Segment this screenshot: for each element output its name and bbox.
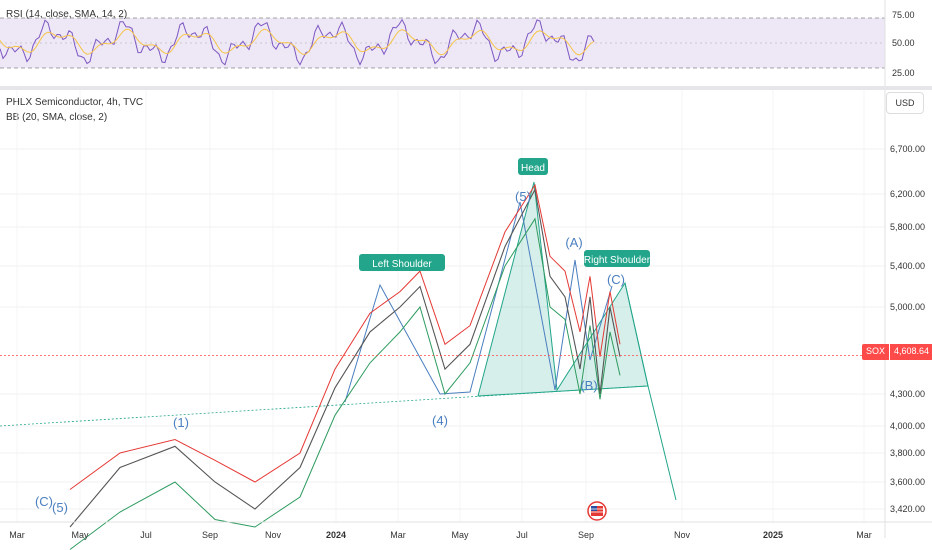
currency-button[interactable]: USD <box>886 92 924 114</box>
time-axis[interactable]: Mar May Jul Sep Nov 2024 Mar May Jul Sep Nov 2025 Ma… <box>0 521 932 540</box>
rsi-band-fill <box>0 18 885 68</box>
time-tick-label: May <box>451 530 469 540</box>
time-tick-label: Sep <box>202 530 218 540</box>
time-tick-label: Mar <box>9 530 25 540</box>
chart-title: PHLX Semiconductor, 4h, TVC <box>6 97 144 108</box>
wave-label: (C) <box>35 494 53 509</box>
time-tick-label: Sep <box>578 530 594 540</box>
last-price-tag: SOX 4,608.64 <box>862 344 932 360</box>
neckline <box>0 385 646 427</box>
rsi-legend[interactable]: RSI (14, close, SMA, 14, 2) <box>6 9 128 20</box>
pattern-label: Right Shoulder <box>584 255 651 266</box>
time-tick-label: Mar <box>856 530 872 540</box>
last-price-value: 4,608.64 <box>889 344 932 360</box>
time-tick-label: 2024 <box>326 530 346 540</box>
time-tick-label: Nov <box>265 530 282 540</box>
event-flag-icon[interactable] <box>587 501 607 521</box>
elliott-wave-path <box>344 201 613 403</box>
pattern-label-box <box>584 250 650 267</box>
price-tick-label: 3,420.00 <box>890 504 925 514</box>
wave-label: (4) <box>432 413 448 428</box>
price-pane: (C) (5)(1) (4)(5)(A)(B)(C)Left ShoulderHea… <box>0 90 932 550</box>
time-tick-label: Jul <box>516 530 528 540</box>
target-projection-line <box>624 282 677 501</box>
wave-label: (5) <box>52 500 68 515</box>
wave-label: (5) <box>515 189 531 204</box>
price-tick-label: 6,700.00 <box>890 144 925 154</box>
pane-separator[interactable] <box>0 86 932 90</box>
price-tick-label: 5,000.00 <box>890 302 925 312</box>
annotation-labels: (C) (5)(1) (4)(5)(A)(B)(C)Left ShoulderHea… <box>35 158 651 515</box>
rsi-tick-50: 50.00 <box>892 38 915 48</box>
wave-label: (B) <box>580 378 597 393</box>
price-tick-label: 3,600.00 <box>890 477 925 487</box>
wave-label: (A) <box>565 235 582 250</box>
price-tick-label: 5,800.00 <box>890 222 925 232</box>
pattern-label-box <box>359 254 445 271</box>
price-tick-label: 4,000.00 <box>890 421 925 431</box>
bb-upper-band <box>69 183 621 490</box>
price-tick-label: 3,800.00 <box>890 448 925 458</box>
pattern-label: Head <box>521 163 545 174</box>
rsi-sma-line <box>0 28 595 56</box>
grid <box>0 90 885 522</box>
bb-legend[interactable]: BB (20, SMA, close, 2) <box>6 112 108 123</box>
price-tick-label: 6,200.00 <box>890 189 925 199</box>
time-tick-label: Mar <box>390 530 406 540</box>
price-tick-label: 5,400.00 <box>890 261 925 271</box>
rsi-tick-25: 25.00 <box>892 68 915 78</box>
wave-label: (1) <box>173 415 189 430</box>
pattern-label-box <box>518 158 548 175</box>
pattern-label: Left Shoulder <box>372 259 432 270</box>
last-price-symbol: SOX <box>862 344 890 360</box>
rsi-tick-75: 75.00 <box>892 10 915 20</box>
time-tick-label: May <box>71 530 89 540</box>
wave-label: (C) <box>607 272 625 287</box>
rsi-pane: 75.00 50.00 25.00 <box>0 0 915 86</box>
price-axis[interactable]: 6,700.00 6,200.00 5,800.00 5,400.00 5,000.00… <box>890 144 925 514</box>
time-tick-label: Nov <box>674 530 691 540</box>
rsi-line <box>0 18 595 66</box>
price-tick-label: 4,300.00 <box>890 389 925 399</box>
time-tick-label: 2025 <box>763 530 783 540</box>
head-shoulders-fill <box>477 181 649 397</box>
time-tick-label: Jul <box>140 530 152 540</box>
price-series-line <box>69 187 621 528</box>
